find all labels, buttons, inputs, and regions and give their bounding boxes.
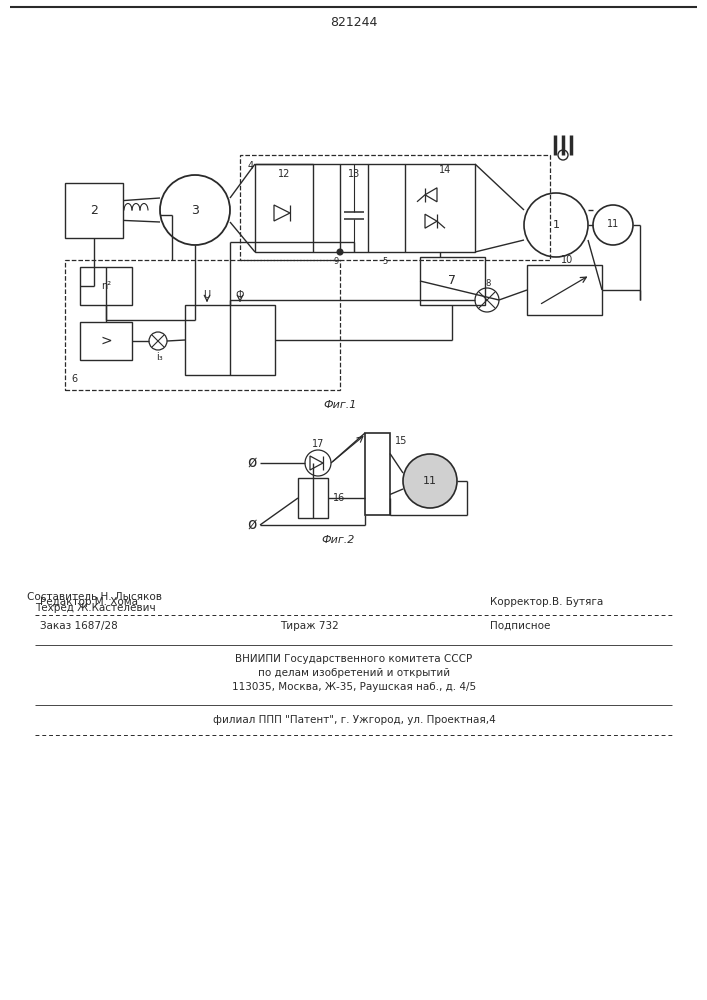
- Bar: [65, 260, 340, 390]
- Circle shape: [337, 249, 343, 255]
- Text: 113035, Москва, Ж-35, Раушская наб., д. 4/5: 113035, Москва, Ж-35, Раушская наб., д. …: [232, 682, 476, 692]
- Bar: [80, 267, 132, 305]
- Text: Подписное: Подписное: [490, 621, 550, 631]
- Text: 4: 4: [248, 161, 254, 171]
- Text: филиал ППП "Патент", г. Ужгород, ул. Проектная,4: филиал ППП "Патент", г. Ужгород, ул. Про…: [213, 715, 496, 725]
- Text: по делам изобретений и открытий: по делам изобретений и открытий: [258, 668, 450, 678]
- Text: ø: ø: [247, 456, 257, 471]
- Bar: [255, 164, 313, 252]
- Text: 1: 1: [552, 220, 559, 230]
- Text: Редактор М. Хома: Редактор М. Хома: [40, 597, 138, 607]
- Text: ВНИИПИ Государственного комитета СССР: ВНИИПИ Государственного комитета СССР: [235, 654, 472, 664]
- Text: >: >: [100, 334, 112, 348]
- Text: i₃: i₃: [157, 352, 163, 362]
- Text: 10: 10: [561, 255, 573, 265]
- Text: 8: 8: [485, 279, 491, 288]
- Text: ø: ø: [247, 518, 257, 532]
- Text: 15: 15: [395, 436, 407, 446]
- Text: 14: 14: [439, 165, 451, 175]
- Bar: [340, 164, 368, 252]
- Bar: [65, 183, 123, 238]
- Bar: [240, 155, 550, 260]
- Text: Составитель Н. Лысяков: Составитель Н. Лысяков: [28, 592, 163, 602]
- Text: 12: 12: [278, 169, 290, 179]
- Text: U: U: [204, 290, 211, 300]
- Text: 16: 16: [333, 493, 345, 503]
- Bar: [405, 164, 475, 252]
- Text: Фиг.1: Фиг.1: [323, 400, 357, 410]
- Text: 5: 5: [382, 257, 387, 266]
- Bar: [420, 257, 485, 305]
- Bar: [365, 433, 390, 515]
- Circle shape: [403, 454, 457, 508]
- Text: Фиг.2: Фиг.2: [321, 535, 355, 545]
- Text: 17: 17: [312, 439, 325, 449]
- Text: Тираж 732: Тираж 732: [280, 621, 339, 631]
- Bar: [298, 478, 328, 518]
- Text: 3: 3: [191, 204, 199, 217]
- Text: 2: 2: [90, 204, 98, 217]
- Text: 11: 11: [423, 476, 437, 486]
- Text: 11: 11: [607, 219, 619, 229]
- Text: n²: n²: [101, 281, 111, 291]
- Text: Ф: Ф: [235, 290, 244, 300]
- Text: Заказ 1687/28: Заказ 1687/28: [40, 621, 118, 631]
- Text: 9: 9: [334, 257, 339, 266]
- Text: 7: 7: [448, 274, 457, 288]
- Bar: [80, 322, 132, 360]
- Bar: [185, 305, 275, 375]
- Text: 821244: 821244: [330, 15, 378, 28]
- Text: 13: 13: [348, 169, 360, 179]
- Text: Техред Ж.Кастелевич: Техред Ж.Кастелевич: [35, 603, 156, 613]
- Bar: [527, 265, 602, 315]
- Text: Корректор.В. Бутяга: Корректор.В. Бутяга: [490, 597, 603, 607]
- Text: 6: 6: [71, 374, 77, 384]
